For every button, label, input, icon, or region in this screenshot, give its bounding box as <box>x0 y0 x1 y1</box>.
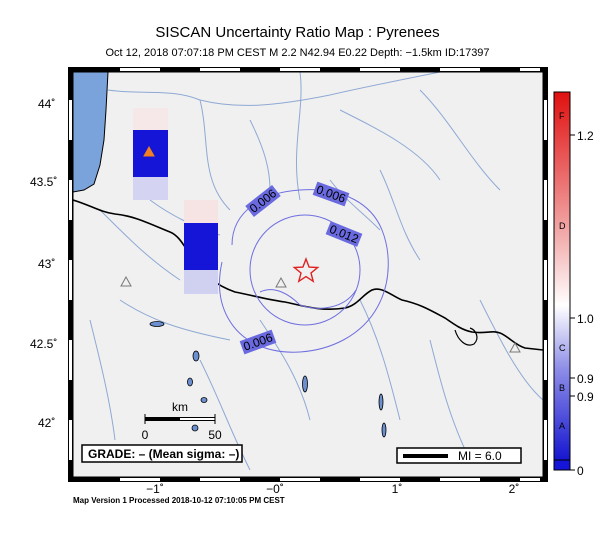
x-tick-label: −0˚ <box>266 482 284 496</box>
y-tick-label: 43.5˚ <box>30 175 57 189</box>
map-frame-ticks <box>68 67 548 482</box>
colorbar-value: 0.9 <box>577 390 594 404</box>
x-tick-label: 2˚ <box>509 482 520 496</box>
scale-end: 50 <box>208 428 222 442</box>
mi-legend: MI = 6.0 <box>396 447 522 464</box>
x-tick-label: 1˚ <box>392 482 403 496</box>
sea-bay-of-biscay <box>73 72 109 193</box>
scale-unit: km <box>172 400 188 414</box>
y-tick-label: 42.5˚ <box>30 337 57 351</box>
station-marker <box>509 341 521 353</box>
mi-legend-text: MI = 6.0 <box>458 449 502 463</box>
colorbar-grade: F <box>559 111 565 121</box>
grade-text: GRADE: – (Mean sigma: –) <box>88 447 239 461</box>
station-marker-active <box>143 145 155 157</box>
border-loop <box>454 327 478 346</box>
x-axis-labels: −1˚ −0˚ 1˚ 2˚ <box>146 482 519 496</box>
processing-footer: Map Version 1 Processed 2018-10-12 07:10… <box>73 496 285 505</box>
map-area <box>73 72 543 477</box>
event-subtitle: Oct 12, 2018 07:07:18 PM CEST M 2.2 N42.… <box>105 47 490 59</box>
station-marker <box>275 276 287 288</box>
colorbar-grade: A <box>559 421 565 431</box>
colorbar-value: 1.0 <box>577 312 594 326</box>
station-marker <box>120 275 132 287</box>
colorbar-value: 0.9 <box>577 372 594 386</box>
map-title: SISCAN Uncertainty Ratio Map : Pyrenees <box>155 24 440 41</box>
rivers <box>89 72 543 471</box>
colorbar-grade: D <box>559 221 566 231</box>
colorbar: F D C B A 1.2 1.0 0.9 0.9 0 <box>553 91 594 478</box>
grade-box: GRADE: – (Mean sigma: –) <box>81 444 243 463</box>
colorbar-grade: C <box>559 343 566 353</box>
colorbar-value: 0 <box>577 464 584 478</box>
colorbar-grade: B <box>559 383 565 393</box>
lakes <box>149 321 387 438</box>
scale-bar: km 0 50 <box>142 400 222 442</box>
y-tick-label: 43˚ <box>38 257 55 271</box>
contour-lines <box>219 189 389 353</box>
y-axis-labels: 44˚ 43.5˚ 43˚ 42.5˚ 42˚ <box>30 97 57 430</box>
epicenter-star <box>292 257 320 283</box>
colorbar-value: 1.2 <box>577 129 594 143</box>
scale-start: 0 <box>142 428 149 442</box>
uncertainty-cells <box>133 108 218 294</box>
stations <box>120 145 521 353</box>
y-tick-label: 44˚ <box>38 97 55 111</box>
x-tick-label: −1˚ <box>146 482 164 496</box>
y-tick-label: 42˚ <box>38 416 55 430</box>
